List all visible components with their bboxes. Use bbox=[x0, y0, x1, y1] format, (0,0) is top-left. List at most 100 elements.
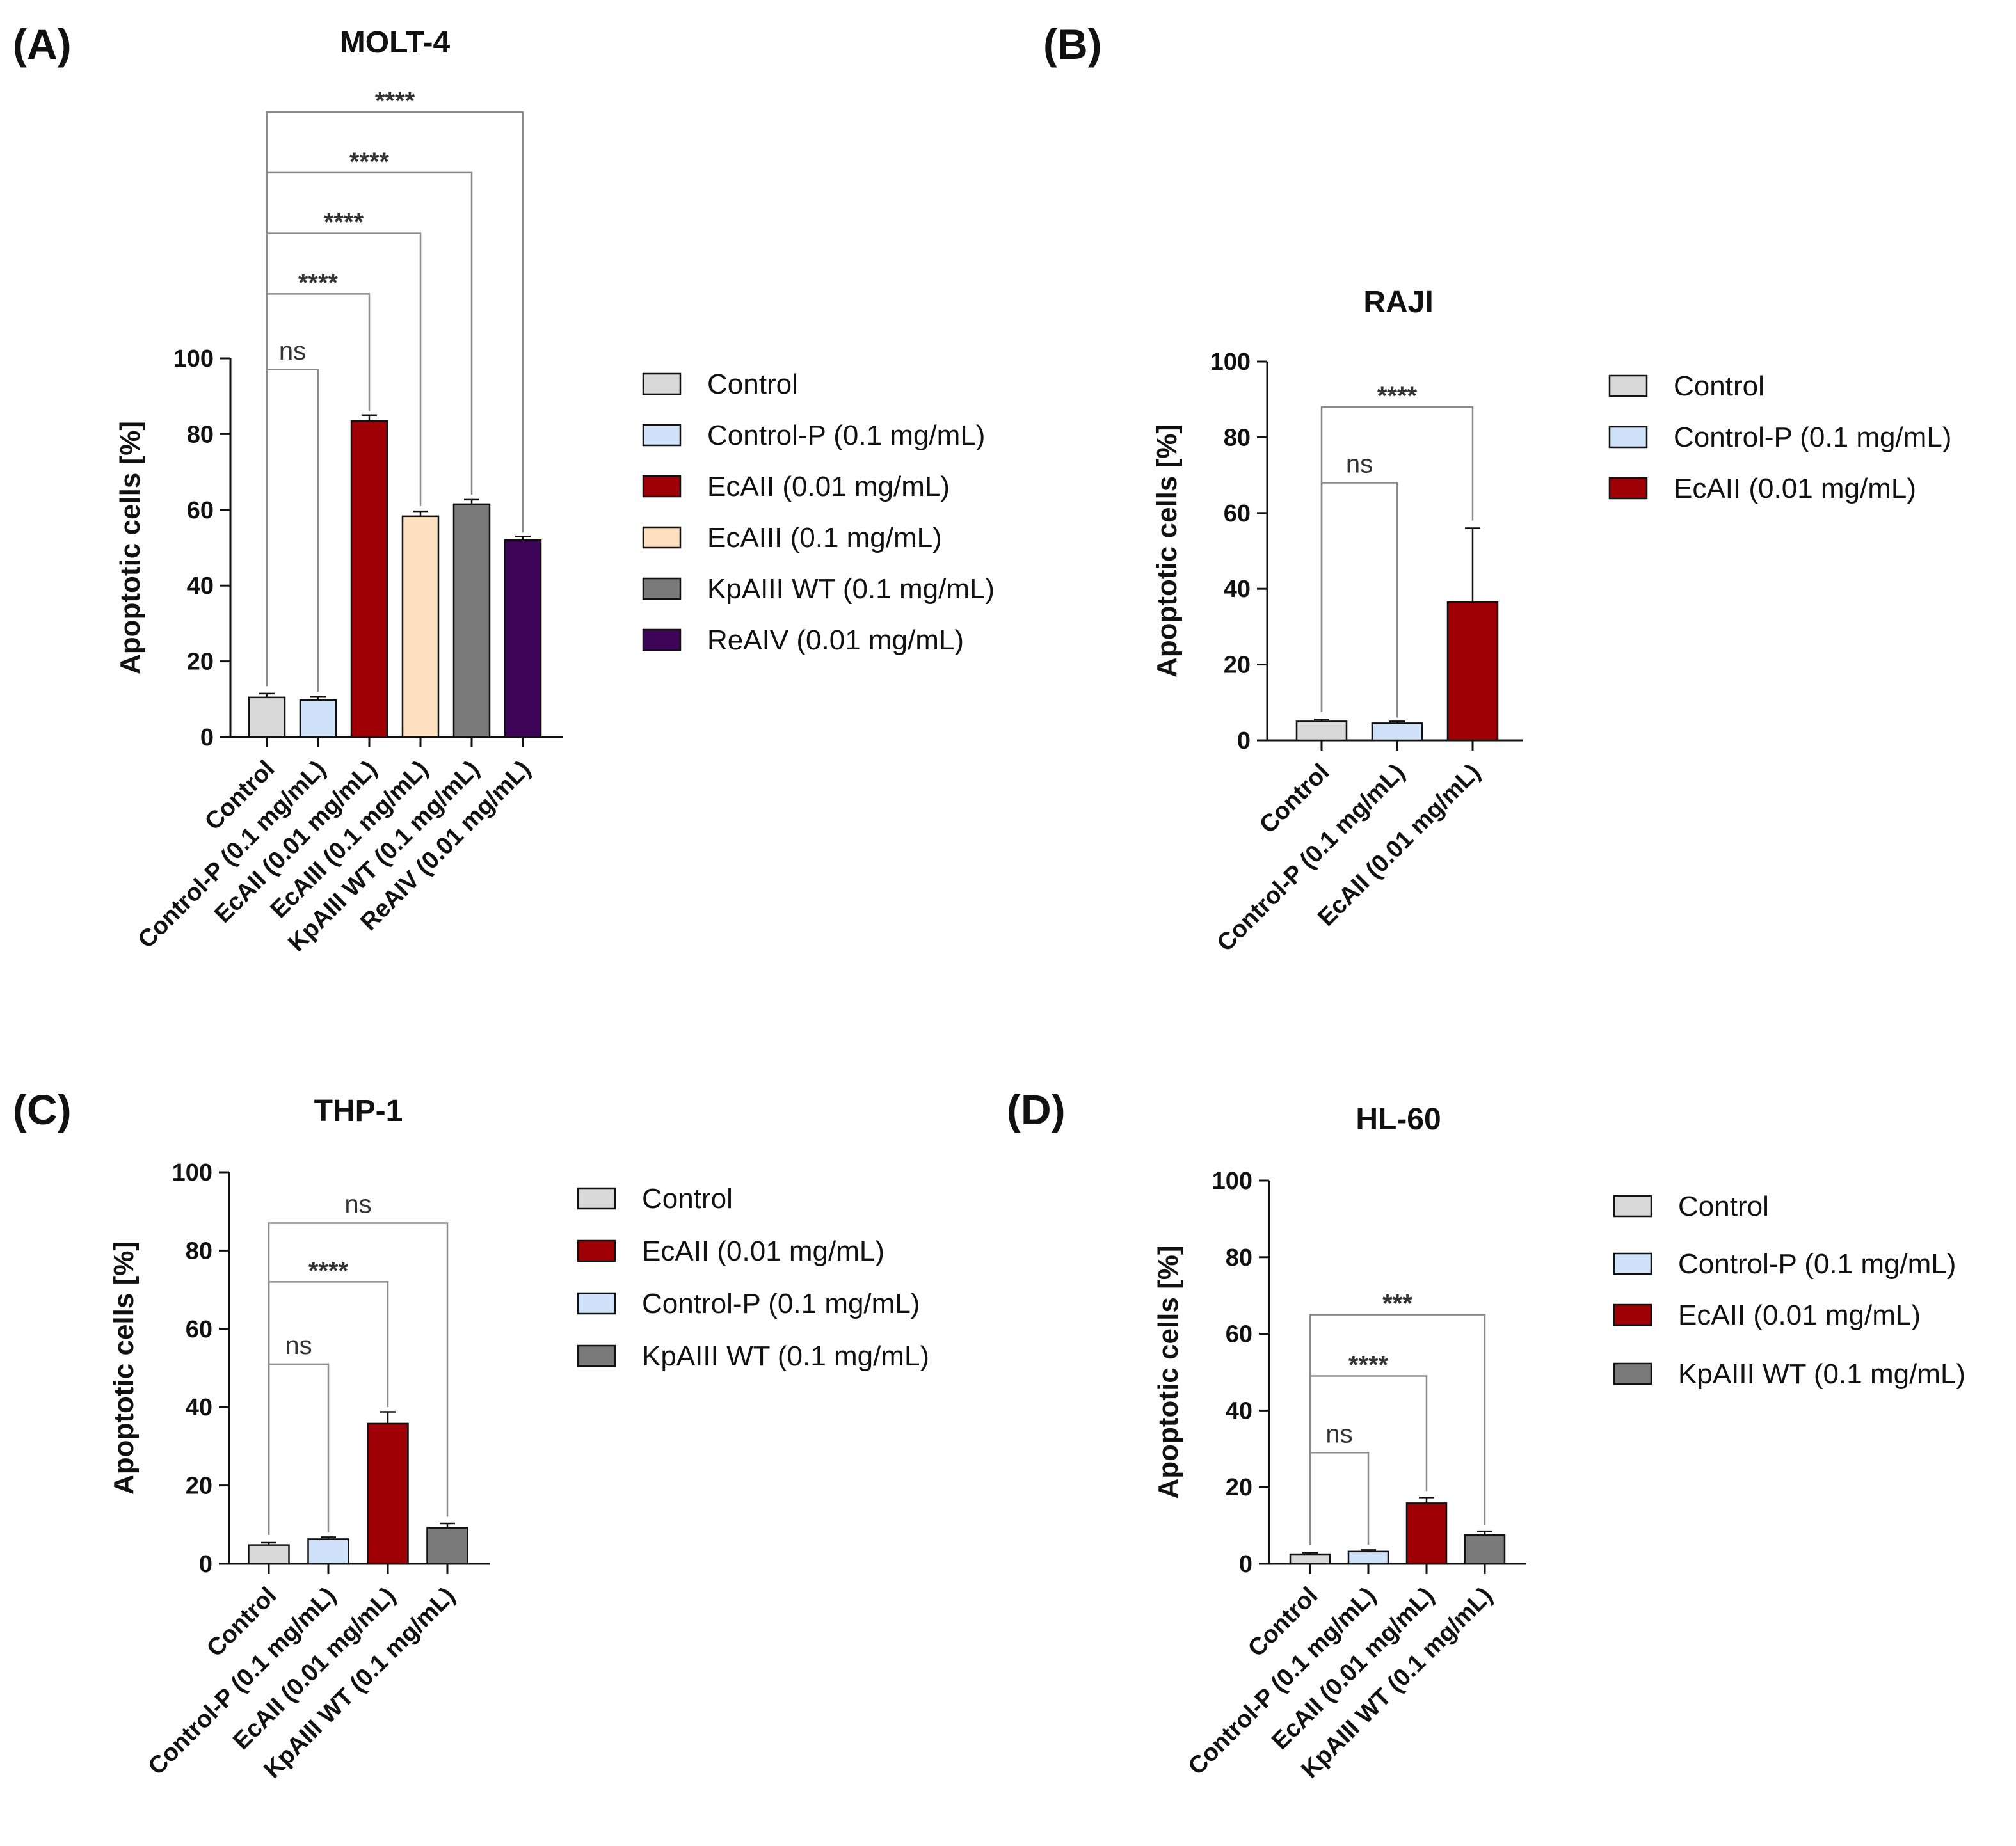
y-tick-label: 80 bbox=[1224, 424, 1251, 451]
y-tick-label: 80 bbox=[1226, 1245, 1252, 1271]
legend-swatch bbox=[642, 526, 682, 549]
significance-label: **** bbox=[1377, 382, 1418, 410]
legend-swatch bbox=[642, 372, 682, 395]
legend-item-label: EcAII (0.01 mg/mL) bbox=[707, 471, 950, 502]
significance-label: ns bbox=[285, 1332, 312, 1360]
bar-control-p bbox=[299, 699, 337, 738]
significance-bracket bbox=[1309, 1452, 1370, 1545]
bar-control-p bbox=[1371, 722, 1423, 742]
chart-c: (C) THP-1 Apoptotic cells [%] 0 20 40 60 80 100 C… bbox=[13, 1086, 929, 1783]
y-tick-label: 20 bbox=[1224, 652, 1251, 679]
bar-reaiv bbox=[504, 539, 542, 738]
chart-title: HL-60 bbox=[1356, 1102, 1441, 1136]
legend-swatch bbox=[642, 424, 682, 447]
legend-swatch bbox=[577, 1239, 616, 1262]
y-tick-label: 100 bbox=[173, 346, 214, 372]
significance-bracket bbox=[268, 1363, 330, 1535]
chart-title: RAJI bbox=[1363, 285, 1433, 319]
bar-control bbox=[248, 1544, 290, 1565]
legend-item-label: Control-P (0.1 mg/mL) bbox=[1678, 1248, 1956, 1280]
significance-label: **** bbox=[324, 209, 364, 237]
y-tick-label: 0 bbox=[1239, 1551, 1252, 1578]
y-axis-label: Apoptotic cells [%] bbox=[115, 421, 146, 674]
y-tick-label: 100 bbox=[1212, 1168, 1252, 1195]
legend-swatch bbox=[1613, 1195, 1652, 1218]
panel-label: (B) bbox=[1043, 20, 1102, 68]
y-tick-label: 0 bbox=[1237, 728, 1251, 754]
significance-label: **** bbox=[298, 269, 339, 297]
significance-label: **** bbox=[308, 1257, 349, 1285]
legend-swatch bbox=[642, 475, 682, 498]
significance-bracket bbox=[266, 369, 319, 692]
y-tick-label: 80 bbox=[186, 1237, 212, 1264]
bar-kpaiii bbox=[452, 503, 491, 738]
significance-bracket bbox=[1309, 1314, 1486, 1545]
bar-ecaii bbox=[1405, 1502, 1448, 1565]
legend-swatch bbox=[642, 577, 682, 600]
bar-control-p bbox=[307, 1538, 349, 1565]
legend-item-label: KpAIII WT (0.1 mg/mL) bbox=[642, 1341, 929, 1372]
bar-control bbox=[1295, 720, 1348, 742]
chart-b: (B) RAJI Apoptotic cells [%] 0 20 40 60 80 100 Co… bbox=[1043, 20, 1951, 957]
significance-label: **** bbox=[375, 87, 415, 115]
bar-kpaiii bbox=[426, 1527, 468, 1565]
chart-a: (A) MOLT-4 Apoptotic cells [%] 0 20 40 60 80 100… bbox=[13, 20, 995, 957]
y-tick-label: 0 bbox=[200, 724, 214, 751]
chart-d: (D) HL-60 Apoptotic cells [%] 0 20 40 60 80 100 C… bbox=[1007, 1086, 1965, 1783]
y-axis-label: Apoptotic cells [%] bbox=[1151, 424, 1183, 678]
legend-item-label: Control bbox=[642, 1183, 733, 1214]
legend-swatch bbox=[1608, 374, 1648, 397]
legend-item-label: Control-P (0.1 mg/mL) bbox=[642, 1288, 920, 1319]
y-tick-label: 40 bbox=[1224, 576, 1251, 603]
legend-item-label: EcAII (0.01 mg/mL) bbox=[1674, 473, 1916, 504]
bar-kpaiii bbox=[1464, 1534, 1506, 1565]
significance-label: **** bbox=[1348, 1351, 1389, 1379]
bar-ecaii bbox=[367, 1422, 409, 1565]
significance-label: **** bbox=[349, 148, 390, 176]
y-tick-label: 40 bbox=[187, 573, 214, 600]
y-tick-label: 100 bbox=[172, 1159, 212, 1186]
significance-label: ns bbox=[1346, 450, 1373, 478]
legend-item-label: KpAIII WT (0.1 mg/mL) bbox=[707, 573, 995, 605]
y-tick-label: 20 bbox=[186, 1473, 212, 1500]
y-tick-label: 60 bbox=[1226, 1321, 1252, 1348]
legend-item-label: ReAIV (0.01 mg/mL) bbox=[707, 625, 964, 656]
legend-item-label: EcAII (0.01 mg/mL) bbox=[642, 1236, 884, 1267]
panel-label: (C) bbox=[13, 1086, 72, 1133]
bar-control bbox=[248, 696, 286, 738]
significance-label: *** bbox=[1382, 1290, 1412, 1318]
significance-bracket bbox=[266, 111, 524, 687]
chart-title: THP-1 bbox=[314, 1094, 403, 1128]
legend-item-label: Control-P (0.1 mg/mL) bbox=[707, 420, 985, 451]
legend-item-label: Control bbox=[707, 369, 798, 400]
y-tick-label: 20 bbox=[1226, 1474, 1252, 1501]
significance-bracket bbox=[268, 1222, 449, 1535]
legend-item-label: EcAIII (0.1 mg/mL) bbox=[707, 522, 942, 553]
legend-swatch bbox=[577, 1292, 616, 1315]
y-axis-label: Apoptotic cells [%] bbox=[1153, 1245, 1184, 1499]
bar-ecaii bbox=[350, 420, 388, 738]
significance-label: ns bbox=[1325, 1420, 1352, 1448]
bar-control-p bbox=[1347, 1550, 1389, 1565]
legend-item-label: Control bbox=[1678, 1191, 1769, 1222]
y-tick-label: 20 bbox=[187, 649, 214, 676]
legend-swatch bbox=[1608, 477, 1648, 500]
legend-item-label: EcAII (0.01 mg/mL) bbox=[1678, 1300, 1921, 1331]
significance-bracket bbox=[266, 232, 422, 687]
y-tick-label: 100 bbox=[1210, 349, 1251, 376]
y-tick-label: 60 bbox=[186, 1316, 212, 1343]
y-tick-label: 40 bbox=[1226, 1397, 1252, 1424]
y-tick-label: 80 bbox=[187, 421, 214, 448]
significance-bracket bbox=[1320, 406, 1474, 712]
legend-swatch bbox=[1608, 426, 1648, 449]
y-axis-label: Apoptotic cells [%] bbox=[108, 1241, 140, 1495]
legend-item-label: Control-P (0.1 mg/mL) bbox=[1674, 422, 1951, 453]
legend-swatch bbox=[642, 628, 682, 651]
panel-label: (A) bbox=[13, 20, 72, 68]
bar-ecaiii bbox=[401, 515, 440, 738]
significance-label: ns bbox=[344, 1191, 371, 1219]
panel-label: (D) bbox=[1007, 1086, 1066, 1133]
bar-control bbox=[1289, 1553, 1331, 1565]
y-tick-label: 60 bbox=[187, 497, 214, 524]
